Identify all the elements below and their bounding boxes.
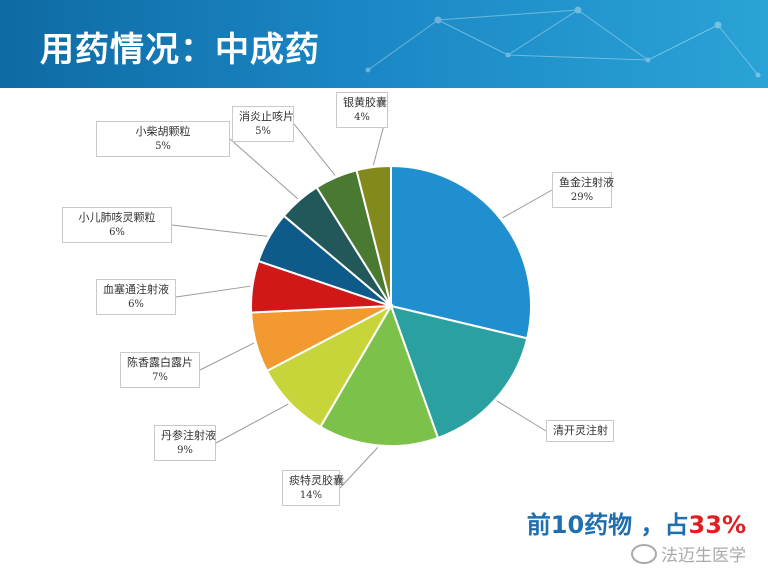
- slice-label-percent: 4%: [354, 112, 370, 123]
- slice-label: 银黄胶囊 4%: [336, 92, 388, 128]
- slice-label-name: 丹参注射液: [161, 429, 216, 442]
- slice-label-percent: 5%: [255, 126, 271, 137]
- leader-line: [199, 342, 255, 371]
- leader-line: [229, 138, 299, 200]
- leader-line: [215, 403, 289, 444]
- slice-label-percent: 7%: [152, 372, 168, 383]
- watermark: 法迈生医学: [631, 541, 746, 566]
- slice-label: 痰特灵胶囊 14%: [282, 470, 344, 506]
- slice-label: 血塞通注射液 6%: [96, 279, 176, 315]
- leader-line: [175, 285, 251, 298]
- leader-line: [339, 447, 379, 489]
- slice-label-percent: 5%: [155, 141, 171, 152]
- pie-slice: [389, 304, 529, 440]
- page-title: 用药情况：中成药: [40, 30, 320, 70]
- pie-slice: [390, 164, 532, 340]
- slice-label-name: 血塞通注射液: [103, 283, 169, 296]
- slice-label-percent: 29%: [570, 192, 594, 203]
- slice-label-name: 鱼金注射液: [559, 176, 614, 189]
- summary-prefix: 前10药物 ，占: [526, 511, 689, 539]
- pie-slice: [319, 303, 440, 447]
- summary-text: 前10药物 ，占33%: [527, 505, 746, 540]
- pie-chart: [171, 109, 553, 489]
- slice-label-percent: 6%: [109, 227, 125, 238]
- leader-line: [502, 189, 553, 219]
- slice-label-name: 小儿肺咳灵颗粒: [78, 211, 156, 224]
- header-banner: 用药情况：中成药: [0, 0, 768, 88]
- slice-label-name: 陈香露白露片: [127, 356, 193, 369]
- slice-label: 消炎止咳片 5%: [232, 106, 294, 142]
- watermark-text: 法迈生医学: [661, 546, 746, 566]
- slice-label-percent: 9%: [177, 445, 193, 456]
- slice-label-percent: 14%: [299, 490, 323, 501]
- summary-highlight: 33%: [688, 511, 746, 539]
- wechat-icon: [631, 544, 657, 564]
- leader-line: [496, 400, 547, 432]
- network-pattern-icon: [365, 6, 761, 78]
- slice-label: 陈香露白露片 7%: [120, 352, 200, 388]
- leader-line: [293, 123, 336, 176]
- slice-label: 小柴胡颗粒 5%: [96, 121, 230, 157]
- slice-label-name: 小柴胡颗粒: [135, 125, 191, 138]
- slice-label-percent: 6%: [128, 299, 144, 310]
- slice-label-name: 清开灵注射: [553, 424, 608, 437]
- slice-label-name: 银黄胶囊: [343, 96, 387, 109]
- slice-label: 丹参注射液 9%: [154, 425, 216, 461]
- slice-label: 鱼金注射液 29%: [552, 172, 614, 208]
- pie-slice: [355, 164, 392, 307]
- slice-label: 小儿肺咳灵颗粒 6%: [62, 207, 172, 243]
- slice-label-name: 痰特灵胶囊: [289, 474, 344, 487]
- slice-label: 清开灵注射: [546, 420, 614, 442]
- leader-line: [171, 224, 268, 237]
- slice-label-name: 消炎止咳片: [239, 110, 294, 123]
